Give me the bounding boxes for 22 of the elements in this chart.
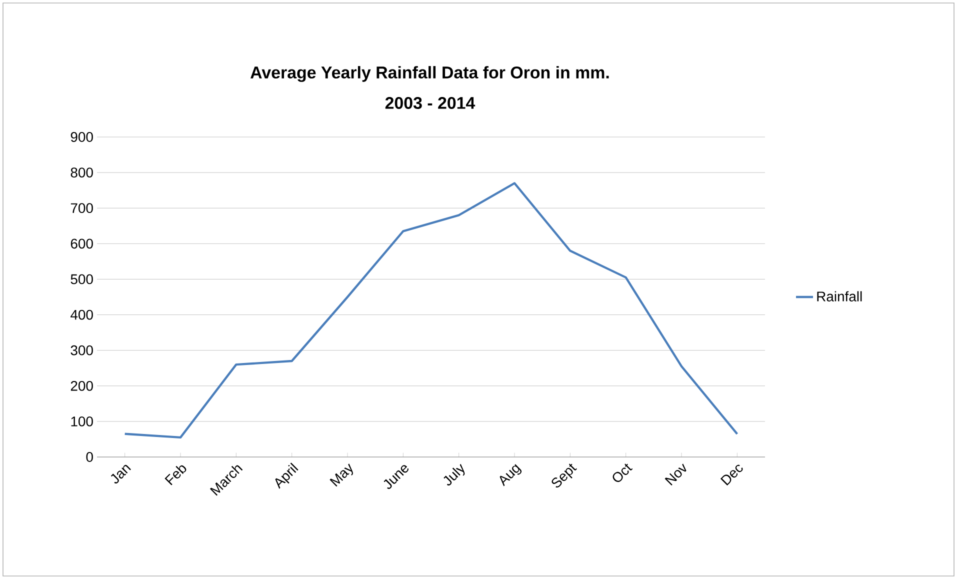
x-tick-label: Aug <box>500 464 522 486</box>
y-tick-label: 100 <box>71 416 93 426</box>
y-tick-label: 700 <box>70 203 93 214</box>
x-tick-label: July <box>444 464 465 486</box>
x-tick-label: Nov <box>664 464 686 486</box>
y-tick-label: 200 <box>70 380 93 391</box>
x-tick-label: Jan <box>110 464 131 484</box>
x-tick-label: Feb <box>164 465 186 486</box>
y-tick-label: 0 <box>86 452 93 462</box>
line-series <box>124 182 738 439</box>
x-tick-label: May <box>330 464 353 487</box>
y-tick-label: 400 <box>70 310 93 320</box>
chart-title: Average Yearly Rainfall Data for Oron in mm. <box>250 66 609 82</box>
legend-label: Rainfall <box>817 291 862 302</box>
y-tick-label: 500 <box>70 274 93 284</box>
x-tick-label: Dec <box>720 464 743 486</box>
y-tick-label: 600 <box>70 238 93 249</box>
y-tick-label: 800 <box>70 168 93 178</box>
x-tick-label: Oct <box>612 464 633 482</box>
chart-subtitle: 2003 - 2014 <box>385 96 476 109</box>
y-tick-label: 300 <box>70 345 93 356</box>
y-tick-label: 900 <box>70 132 93 142</box>
